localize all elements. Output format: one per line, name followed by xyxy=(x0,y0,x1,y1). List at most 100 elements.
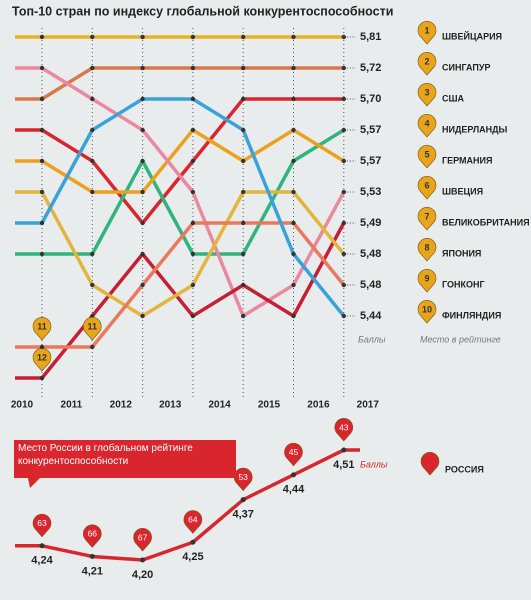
x-tick-label: 2010 xyxy=(11,400,34,411)
legend-rank: 9 xyxy=(424,273,429,283)
rank-pin-label: 64 xyxy=(188,515,198,525)
score-label: 5,44 xyxy=(360,310,382,322)
legend-label: США xyxy=(442,93,465,103)
callout-box xyxy=(14,440,236,488)
score-label: 5,57 xyxy=(360,155,381,167)
x-tick-label: 2015 xyxy=(258,400,281,411)
point xyxy=(190,313,196,319)
legend-pin xyxy=(417,83,437,107)
point xyxy=(291,65,296,71)
value-label: 4,25 xyxy=(182,551,203,563)
score-label: Баллы xyxy=(358,334,386,344)
point xyxy=(39,127,45,133)
point xyxy=(240,497,246,503)
rank-pin xyxy=(183,510,203,534)
rank-pin xyxy=(133,528,152,552)
chart-title: Топ-10 стран по индексу глобальной конку… xyxy=(12,4,393,18)
point xyxy=(140,65,145,71)
legend-label: НИДЕРЛАНДЫ xyxy=(442,124,508,134)
point xyxy=(90,127,95,133)
legend-rank: 10 xyxy=(422,304,432,314)
legend-pin xyxy=(417,238,437,262)
point xyxy=(241,127,246,133)
point xyxy=(291,96,296,102)
point xyxy=(140,189,145,195)
point xyxy=(90,282,95,288)
rank-pin-label: 53 xyxy=(238,472,248,482)
rank-pin xyxy=(32,317,52,341)
rank-label: Место в рейтинге xyxy=(420,334,501,344)
point xyxy=(90,65,95,71)
score-label: 5,48 xyxy=(360,279,381,291)
point xyxy=(140,220,145,226)
legend-rank: 8 xyxy=(424,242,429,252)
point xyxy=(39,65,45,71)
legend-label: ГЕРМАНИЯ xyxy=(442,155,492,165)
legend-rank: 1 xyxy=(424,25,429,35)
legend-label: ШВЕЦИЯ xyxy=(442,186,483,196)
legend-label: ФИНЛЯНДИЯ xyxy=(442,310,501,320)
point xyxy=(190,127,196,133)
point xyxy=(291,34,296,40)
point xyxy=(39,375,45,381)
point xyxy=(140,96,145,102)
point xyxy=(291,158,296,164)
point xyxy=(291,189,296,195)
legend-pin xyxy=(417,269,437,293)
point xyxy=(241,251,246,257)
point xyxy=(291,220,296,226)
point xyxy=(140,251,145,257)
score-label: 5,48 xyxy=(360,248,381,260)
value-label: 4,24 xyxy=(31,555,53,567)
legend-pin xyxy=(420,452,440,476)
point xyxy=(241,158,246,164)
value-label: 4,20 xyxy=(132,569,153,581)
point xyxy=(140,282,145,288)
legend-pin xyxy=(417,52,437,76)
point xyxy=(140,313,145,319)
x-tick-label: 2011 xyxy=(61,400,83,411)
point xyxy=(190,34,196,40)
point xyxy=(190,220,196,226)
value-axis-label: Баллы xyxy=(360,459,388,469)
rank-pin xyxy=(334,418,354,442)
point xyxy=(291,251,296,257)
score-label: 5,57 xyxy=(360,124,381,136)
score-label: 5,72 xyxy=(360,62,381,74)
x-tick-label: 2012 xyxy=(110,400,133,411)
rank-pin-label: 11 xyxy=(37,321,47,331)
rank-pin-label: 11 xyxy=(88,321,98,331)
legend-pin xyxy=(417,145,437,169)
legend-pin xyxy=(417,21,437,45)
point xyxy=(140,158,145,164)
point xyxy=(39,189,45,195)
point xyxy=(190,539,196,545)
legend-rank: 2 xyxy=(424,56,429,66)
x-tick-label: 2013 xyxy=(159,400,182,411)
point xyxy=(90,189,95,195)
value-label: 4,44 xyxy=(283,484,305,496)
point xyxy=(90,313,95,319)
point xyxy=(39,34,45,40)
score-label: 5,53 xyxy=(360,186,381,198)
point xyxy=(140,34,145,40)
rank-pin xyxy=(83,524,102,548)
rank-pin xyxy=(233,467,253,492)
point xyxy=(190,96,196,102)
point xyxy=(90,158,95,164)
point xyxy=(190,282,196,288)
score-label: 5,81 xyxy=(360,31,381,43)
point xyxy=(39,543,45,549)
score-label: 5,49 xyxy=(360,217,381,229)
legend-rank: 6 xyxy=(424,180,429,190)
point xyxy=(39,158,45,164)
legend-rank: 4 xyxy=(424,118,429,128)
rank-pin-label: 12 xyxy=(37,352,47,362)
score-label: 5,70 xyxy=(360,93,381,105)
point xyxy=(241,313,246,319)
point xyxy=(89,553,95,559)
legend-label: РОССИЯ xyxy=(445,464,484,474)
point xyxy=(90,34,95,40)
